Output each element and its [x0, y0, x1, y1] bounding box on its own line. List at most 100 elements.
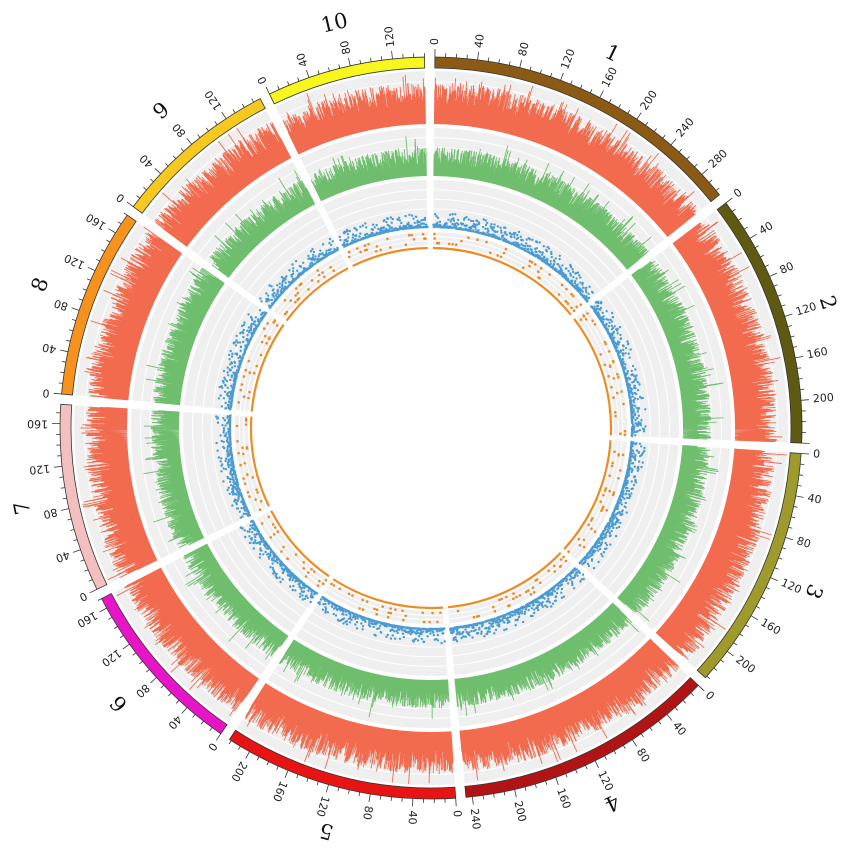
track-3-gridline	[218, 537, 297, 625]
tick-label-chr7-2: 80	[42, 505, 58, 521]
chromosome-band-5	[228, 729, 457, 800]
histogram-1-chr4	[459, 638, 679, 781]
track-3-gridline	[433, 198, 610, 285]
scatter-orange-chr3	[567, 450, 625, 554]
inner-ring-chr3	[563, 440, 612, 550]
tick-label-chr6-2: 80	[133, 681, 152, 700]
scatter-orange-chr2	[579, 312, 627, 437]
track-3-gridline	[326, 189, 427, 214]
track-3-gridline	[306, 619, 447, 658]
track-2-gridline	[181, 556, 273, 660]
track-3-gridline	[452, 586, 597, 657]
scatter-blue-chr7	[215, 414, 252, 519]
track-1-gridline	[705, 217, 778, 443]
histogram-2-chr1	[433, 145, 652, 270]
track-3-gridline	[301, 627, 447, 667]
scatter-blue-chr9	[259, 237, 339, 309]
histogram-2-chr9	[209, 170, 316, 278]
track-2-gridline	[172, 561, 267, 668]
track-4-gridline	[572, 441, 623, 558]
tick-label-chr7-0: 0	[77, 589, 89, 604]
track-3-background-chr6	[210, 519, 318, 633]
track-2-gridline	[150, 266, 202, 403]
tick-label-chr1-2: 80	[516, 41, 532, 58]
track-4-gridline	[569, 440, 619, 555]
tick-label-chr2-1: 40	[757, 219, 776, 237]
tick-label-chr8-4: 160	[84, 210, 109, 232]
track-3-gridline	[451, 579, 590, 647]
track-2-gridline	[433, 146, 650, 252]
chromosome-band-10	[268, 56, 426, 105]
chromosome-label-1: 1	[601, 39, 623, 66]
track-1-gridline	[242, 718, 455, 775]
track-3-background-chr9	[231, 207, 339, 309]
scatter-orange-chr6	[260, 515, 328, 587]
inner-ring-chr2	[573, 318, 613, 436]
track-3-gridline	[453, 592, 604, 666]
scatter-blue-chr4	[449, 567, 585, 643]
inner-ring-chr9	[285, 267, 349, 322]
histogram-2-chr5	[278, 639, 450, 719]
tick-label-chr4-3: 120	[595, 768, 616, 793]
tick-label-chr2-4: 160	[806, 345, 829, 362]
tick-label-chr6-1: 40	[165, 713, 184, 732]
track-3-gridline	[433, 189, 617, 279]
scatter-blue-chr5	[317, 595, 446, 645]
scatter-orange-chr1	[433, 232, 583, 313]
tick-label-chr10-2: 80	[338, 39, 354, 55]
ticks-chr7	[51, 412, 98, 594]
ticks-chr6	[97, 598, 222, 741]
track-3-gridline	[211, 413, 235, 524]
ticks-chr3	[706, 453, 810, 680]
tick-label-chr10-3: 120	[382, 26, 397, 48]
tick-label-chr3-2: 80	[795, 534, 812, 551]
chromosome-label-3: 3	[800, 581, 827, 603]
chromosome-labels: 0 40 80 12016020024028010408012016020020408…	[9, 8, 841, 844]
tick-label-chr1-5: 200	[638, 88, 660, 113]
track-3-background-chr1	[433, 180, 624, 303]
histogram-2-chr2	[631, 260, 724, 440]
tick-label-chr4-1: 40	[670, 719, 689, 738]
histogram-2-chr6	[183, 543, 289, 660]
tick-label-chr8-0: 0	[42, 386, 50, 400]
tick-label-chr7-1: 40	[54, 548, 71, 565]
track-4-gridline	[579, 314, 619, 436]
tick-label-chr4-2: 80	[634, 746, 653, 765]
inner-ring-chr1	[432, 246, 572, 316]
track-2-background-chr6	[164, 543, 289, 676]
tick-label-chr1-0: 0	[428, 38, 441, 45]
track-4-background-chr3	[566, 440, 627, 560]
track-1-gridline	[152, 120, 272, 222]
ticks-chr9	[126, 98, 254, 208]
track-4-gridline	[264, 513, 326, 583]
chromosome-label-7: 7	[9, 499, 35, 517]
tick-label-chr3-0: 0	[813, 447, 821, 460]
histogram-2-chr10	[310, 136, 427, 202]
track-3-background-chr8	[184, 285, 268, 410]
track-3-gridline	[192, 412, 217, 532]
track-1-gridline	[84, 405, 120, 579]
track-2-gridline	[141, 261, 194, 402]
histogram-2-chr8	[145, 267, 225, 406]
tick-label-chr6-0: 0	[205, 740, 220, 753]
track-3-gridline	[201, 413, 226, 528]
inner-ring-chr10	[352, 246, 428, 267]
histogram-1-chr7	[80, 406, 158, 581]
chromosome-band-3	[696, 452, 802, 679]
track-3-gridline	[335, 208, 428, 232]
track-2-gridline	[661, 251, 722, 440]
track-2-gridline	[638, 447, 712, 618]
chromosome-label-10: 10	[319, 8, 351, 38]
track-3-gridline	[246, 224, 326, 292]
track-2-gridline	[645, 447, 722, 624]
track-4-gridline	[582, 311, 624, 436]
ticks-chr8	[53, 212, 128, 395]
track-3-gridline	[311, 611, 446, 648]
track-4-gridline	[328, 584, 444, 616]
tick-label-chr7-4: 160	[27, 417, 48, 430]
chromosome-band-7	[59, 403, 108, 590]
track-4-gridline	[448, 557, 567, 615]
track-4-gridline	[243, 320, 279, 411]
inner-ring-chr6	[270, 510, 330, 578]
inner-ring-chr5	[332, 578, 444, 610]
